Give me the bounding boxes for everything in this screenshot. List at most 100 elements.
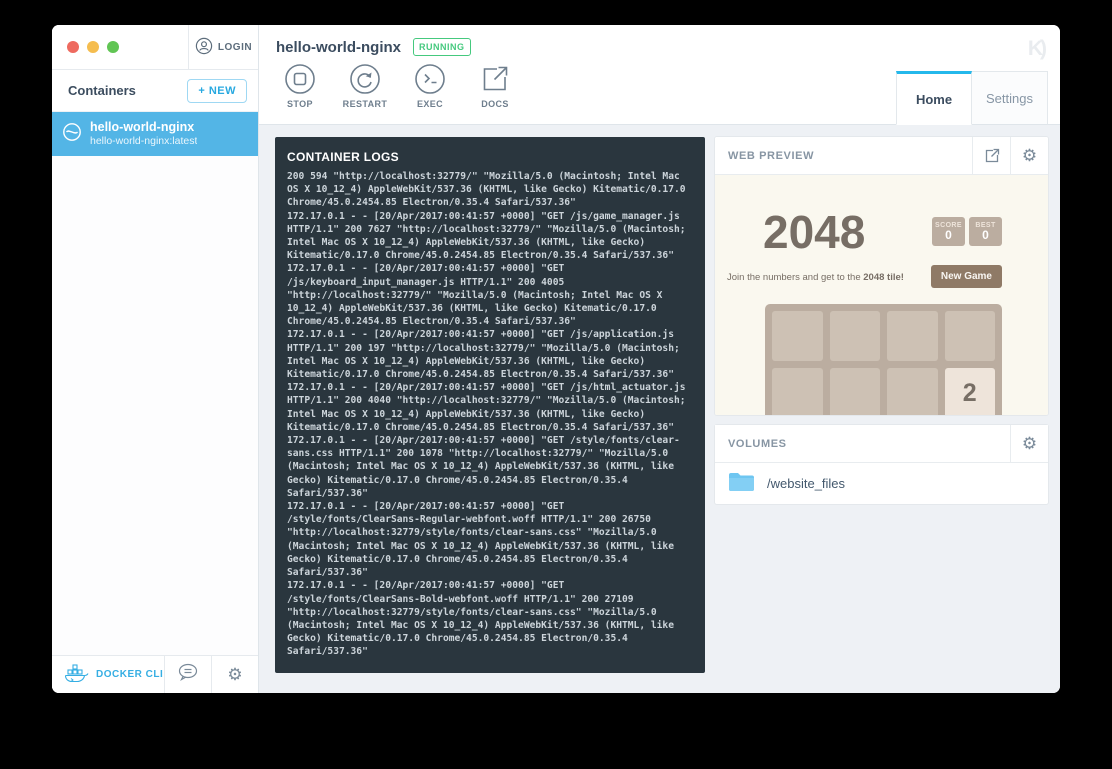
game-tagline: Join the numbers and get to the 2048 til…	[727, 272, 904, 283]
log-line: Safari/537.36"	[287, 567, 368, 579]
best-value: 0	[982, 228, 989, 242]
empty-cell	[772, 368, 823, 415]
log-line: (Macintosh; Intel Mac OS X 10_12_4) Appl…	[287, 461, 674, 473]
tab-settings[interactable]: Settings	[972, 71, 1048, 125]
log-line: Intel Mac OS X 10_12_4) AppleWebKit/537.…	[287, 408, 646, 420]
log-line: 172.17.0.1 - - [20/Apr/2017:00:41:57 +00…	[287, 329, 674, 341]
volumes-list: /website_files	[715, 463, 1048, 504]
empty-cell	[772, 311, 823, 361]
empty-cell	[944, 311, 995, 361]
log-line: sans.css HTTP/1.1" 200 1078 "http://loca…	[287, 448, 669, 460]
main-header: hello-world-nginx RUNNING K) STOP	[259, 25, 1060, 125]
restart-icon	[348, 62, 382, 96]
empty-cell	[829, 311, 880, 361]
tab-home[interactable]: Home	[896, 71, 972, 125]
log-line: Safari/537.36"	[287, 646, 368, 658]
toolbar: STOP RESTART EXEC	[259, 56, 1060, 109]
sidebar: LOGIN Containers + NEW hello-world-nginx…	[52, 25, 259, 693]
log-line: 172.17.0.1 - - [20/Apr/2017:00:41:57 +00…	[287, 263, 565, 275]
docker-cli-label: DOCKER CLI	[96, 669, 164, 680]
container-list-item[interactable]: hello-world-nginx hello-world-nginx:late…	[52, 112, 258, 156]
kitematic-logo: K)	[1027, 37, 1047, 60]
log-line: Kitematic/0.17.0 Chrome/45.0.2454.85 Ele…	[287, 369, 674, 381]
status-badge: RUNNING	[413, 38, 471, 56]
close-window-button[interactable]	[67, 41, 79, 53]
score-value: 0	[945, 228, 952, 242]
log-line: 172.17.0.1 - - [20/Apr/2017:00:41:57 +00…	[287, 501, 565, 513]
log-line: Kitematic/0.17.0 Chrome/45.0.2454.85 Ele…	[287, 421, 674, 433]
external-link-icon	[985, 148, 999, 162]
volume-path: /website_files	[767, 476, 846, 491]
stop-button[interactable]: STOP	[274, 62, 326, 109]
empty-cell	[829, 368, 880, 415]
log-line: HTTP/1.1" 200 7627 "http://localhost:327…	[287, 223, 686, 235]
log-output: 200 594 "http://localhost:32779/" "Mozil…	[287, 170, 693, 659]
user-icon	[195, 37, 213, 58]
external-link-icon	[478, 62, 512, 96]
game-grid: 2	[765, 304, 1002, 415]
container-icon	[62, 122, 82, 147]
open-browser-button[interactable]	[972, 137, 1010, 174]
terminal-icon	[413, 62, 447, 96]
kitematic-window: LOGIN Containers + NEW hello-world-nginx…	[52, 25, 1060, 693]
preferences-button[interactable]: ⚙	[211, 656, 258, 693]
log-line: Kitematic/0.17.0 Chrome/45.0.2454.85 Ele…	[287, 250, 674, 262]
volumes-title: VOLUMES	[728, 437, 787, 450]
container-logs-panel[interactable]: CONTAINER LOGS 200 594 "http://localhost…	[275, 137, 705, 673]
docker-cli-button[interactable]: DOCKER CLI	[52, 656, 164, 693]
web-preview-panel: WEB PREVIEW ⚙ 2048 SCORE	[715, 137, 1048, 415]
containers-header: Containers + NEW	[52, 70, 258, 112]
window-controls	[52, 25, 188, 69]
log-line: Gecko) Kitematic/0.17.0 Chrome/45.0.2454…	[287, 633, 628, 645]
empty-cell	[887, 368, 938, 415]
log-line: /js/keyboard_input_manager.js HTTP/1.1" …	[287, 276, 565, 288]
game-preview[interactable]: 2048 SCORE 0 BEST 0 Join the numbers and…	[715, 175, 1048, 415]
empty-cell	[887, 311, 938, 361]
tab-bar: Home Settings	[896, 71, 1048, 125]
log-line: 10_12_4) AppleWebKit/537.36 (KHTML, like…	[287, 303, 657, 315]
gear-icon: ⚙	[1021, 146, 1038, 165]
zoom-window-button[interactable]	[107, 41, 119, 53]
log-line: Safari/537.36"	[287, 487, 368, 499]
log-line: Gecko) Kitematic/0.17.0 Chrome/45.0.2454…	[287, 474, 628, 486]
main-panel: hello-world-nginx RUNNING K) STOP	[259, 25, 1060, 693]
game-title: 2048	[763, 206, 866, 258]
restart-button[interactable]: RESTART	[339, 62, 391, 109]
gear-icon: ⚙	[1021, 434, 1038, 453]
log-line: Intel Mac OS X 10_12_4) AppleWebKit/537.…	[287, 355, 646, 367]
log-line: Gecko) Kitematic/0.17.0 Chrome/45.0.2454…	[287, 553, 628, 565]
log-line: 172.17.0.1 - - [20/Apr/2017:00:41:57 +00…	[287, 210, 680, 222]
feedback-button[interactable]	[164, 656, 211, 693]
folder-icon	[728, 471, 755, 497]
log-line: OS X 10_12_4) AppleWebKit/537.36 (KHTML,…	[287, 184, 686, 196]
docker-whale-icon	[64, 663, 89, 686]
log-line: (Macintosh; Intel Mac OS X 10_12_4) Appl…	[287, 540, 674, 552]
volumes-panel: VOLUMES ⚙ /website_files	[715, 425, 1048, 504]
score-box: SCORE 0	[932, 217, 965, 246]
page-title: hello-world-nginx	[276, 38, 401, 56]
log-line: 172.17.0.1 - - [20/Apr/2017:00:41:57 +00…	[287, 580, 565, 592]
minimize-window-button[interactable]	[87, 41, 99, 53]
log-line: Intel Mac OS X 10_12_4) AppleWebKit/537.…	[287, 237, 646, 249]
log-line: 172.17.0.1 - - [20/Apr/2017:00:41:57 +00…	[287, 382, 686, 394]
new-container-button[interactable]: + NEW	[187, 78, 247, 103]
docs-button[interactable]: DOCS	[469, 62, 521, 109]
volumes-settings-button[interactable]: ⚙	[1010, 425, 1048, 462]
container-list: hello-world-nginx hello-world-nginx:late…	[52, 112, 258, 655]
log-line: HTTP/1.1" 200 4040 "http://localhost:327…	[287, 395, 686, 407]
main-content: CONTAINER LOGS 200 594 "http://localhost…	[259, 125, 1060, 693]
new-game-button[interactable]: New Game	[930, 265, 1002, 288]
volume-row[interactable]: /website_files	[715, 463, 1048, 504]
login-button[interactable]: LOGIN	[188, 25, 258, 69]
exec-button[interactable]: EXEC	[404, 62, 456, 109]
web-preview-settings-button[interactable]: ⚙	[1010, 137, 1048, 174]
log-line: 172.17.0.1 - - [20/Apr/2017:00:41:57 +00…	[287, 435, 680, 447]
web-preview-title: WEB PREVIEW	[728, 149, 815, 162]
chat-bubble-icon	[177, 663, 199, 686]
login-label: LOGIN	[217, 41, 253, 53]
log-line: HTTP/1.1" 200 197 "http://localhost:3277…	[287, 342, 680, 354]
tile-2: 2	[944, 368, 995, 415]
log-line: Chrome/45.0.2454.85 Electron/0.35.4 Safa…	[287, 197, 576, 209]
containers-title: Containers	[68, 83, 136, 98]
container-name: hello-world-nginx	[90, 119, 195, 134]
